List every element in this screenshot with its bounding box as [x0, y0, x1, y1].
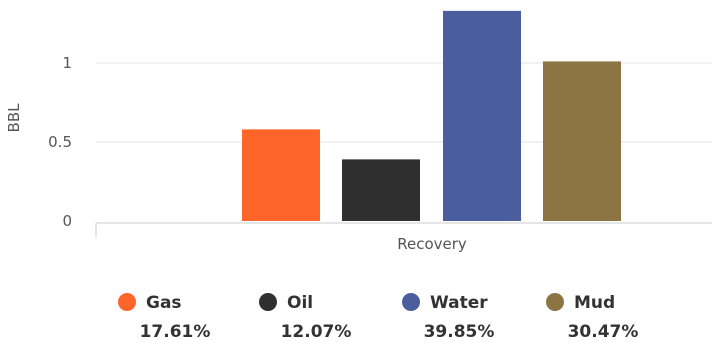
axis-layer: BBL Recovery 0 0.5 1 — [5, 54, 712, 253]
legend-label: Water — [430, 293, 488, 313]
legend-percent: 17.61% — [140, 322, 211, 342]
bar-gas[interactable] — [242, 129, 320, 221]
legend: Gas 17.61% Oil 12.07% Water 39.85% Mud 30.47% — [118, 293, 638, 342]
y-tick-label: 0 — [62, 212, 72, 230]
legend-percent: 39.85% — [424, 322, 495, 342]
y-axis-title: BBL — [5, 103, 23, 133]
legend-marker — [259, 293, 277, 311]
x-axis-title: Recovery — [397, 235, 467, 253]
legend-percent: 30.47% — [568, 322, 639, 342]
legend-marker — [402, 293, 420, 311]
bar-water[interactable] — [443, 10, 521, 221]
legend-label: Gas — [146, 293, 182, 313]
bars-layer — [242, 10, 621, 221]
legend-item-oil[interactable]: Oil 12.07% — [259, 293, 351, 342]
legend-item-gas[interactable]: Gas 17.61% — [118, 293, 210, 342]
legend-item-mud[interactable]: Mud 30.47% — [546, 293, 638, 342]
legend-marker — [118, 293, 136, 311]
y-tick-label: 1 — [62, 54, 72, 72]
bar-oil[interactable] — [342, 159, 420, 221]
legend-marker — [546, 293, 564, 311]
legend-item-water[interactable]: Water 39.85% — [402, 293, 494, 342]
y-tick-label: 0.5 — [48, 133, 72, 151]
legend-percent: 12.07% — [281, 322, 352, 342]
bar-mud[interactable] — [543, 61, 621, 221]
legend-label: Oil — [287, 293, 313, 313]
legend-label: Mud — [574, 293, 615, 313]
